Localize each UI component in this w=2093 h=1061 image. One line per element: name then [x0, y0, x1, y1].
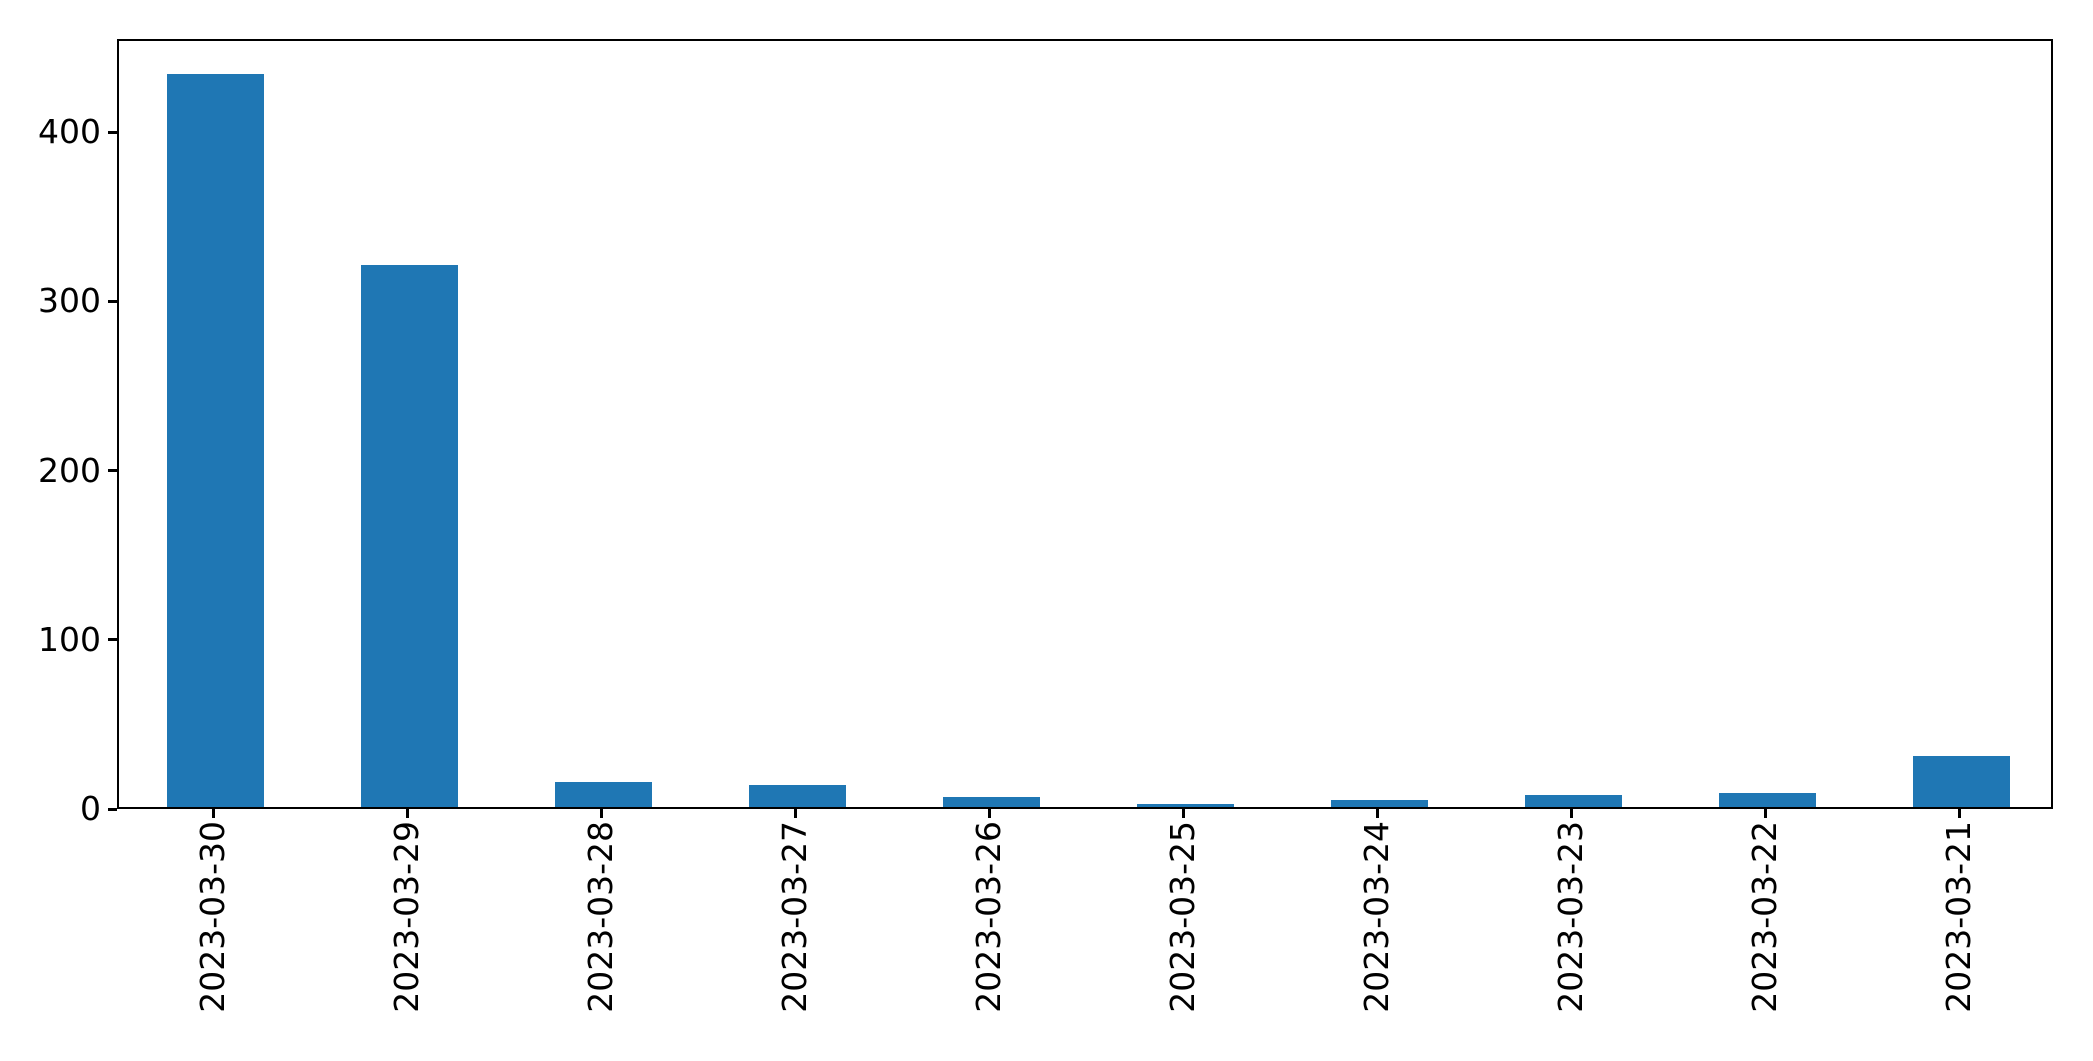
bar — [554, 781, 652, 807]
y-tick-label: 100 — [38, 619, 101, 659]
x-tick-label: 2023-03-30 — [193, 821, 233, 1013]
bar — [1912, 756, 2010, 807]
x-tick-label: 2023-03-21 — [1939, 821, 1979, 1013]
bar — [1330, 800, 1428, 807]
y-tick — [108, 638, 117, 642]
y-tick — [108, 807, 117, 811]
bar — [1718, 793, 1816, 807]
x-tick-label: 2023-03-24 — [1357, 821, 1397, 1013]
y-tick-label: 300 — [38, 281, 101, 321]
x-tick — [1763, 809, 1767, 818]
x-tick-label: 2023-03-27 — [775, 821, 815, 1013]
x-tick — [405, 809, 409, 818]
x-tick — [1375, 809, 1379, 818]
x-tick-label: 2023-03-26 — [969, 821, 1009, 1013]
plot-area — [117, 39, 2053, 809]
x-tick — [1569, 809, 1573, 818]
y-tick — [108, 130, 117, 134]
x-tick — [793, 809, 797, 818]
bar — [1136, 803, 1234, 807]
x-tick-label: 2023-03-25 — [1163, 821, 1203, 1013]
x-tick-label: 2023-03-28 — [581, 821, 621, 1013]
bar — [1524, 795, 1622, 807]
x-tick-label: 2023-03-29 — [387, 821, 427, 1013]
y-tick-label: 200 — [38, 450, 101, 490]
y-tick — [108, 469, 117, 473]
bar — [942, 796, 1040, 807]
x-tick-label: 2023-03-22 — [1745, 821, 1785, 1013]
x-tick — [211, 809, 215, 818]
x-tick — [1957, 809, 1961, 818]
y-tick — [108, 299, 117, 303]
x-tick — [1181, 809, 1185, 818]
bar — [166, 74, 264, 807]
x-tick — [599, 809, 603, 818]
y-tick-label: 400 — [38, 111, 101, 151]
y-tick-label: 0 — [80, 788, 101, 828]
bar — [360, 265, 458, 807]
bar — [748, 785, 846, 807]
x-tick-label: 2023-03-23 — [1551, 821, 1591, 1013]
x-tick — [987, 809, 991, 818]
